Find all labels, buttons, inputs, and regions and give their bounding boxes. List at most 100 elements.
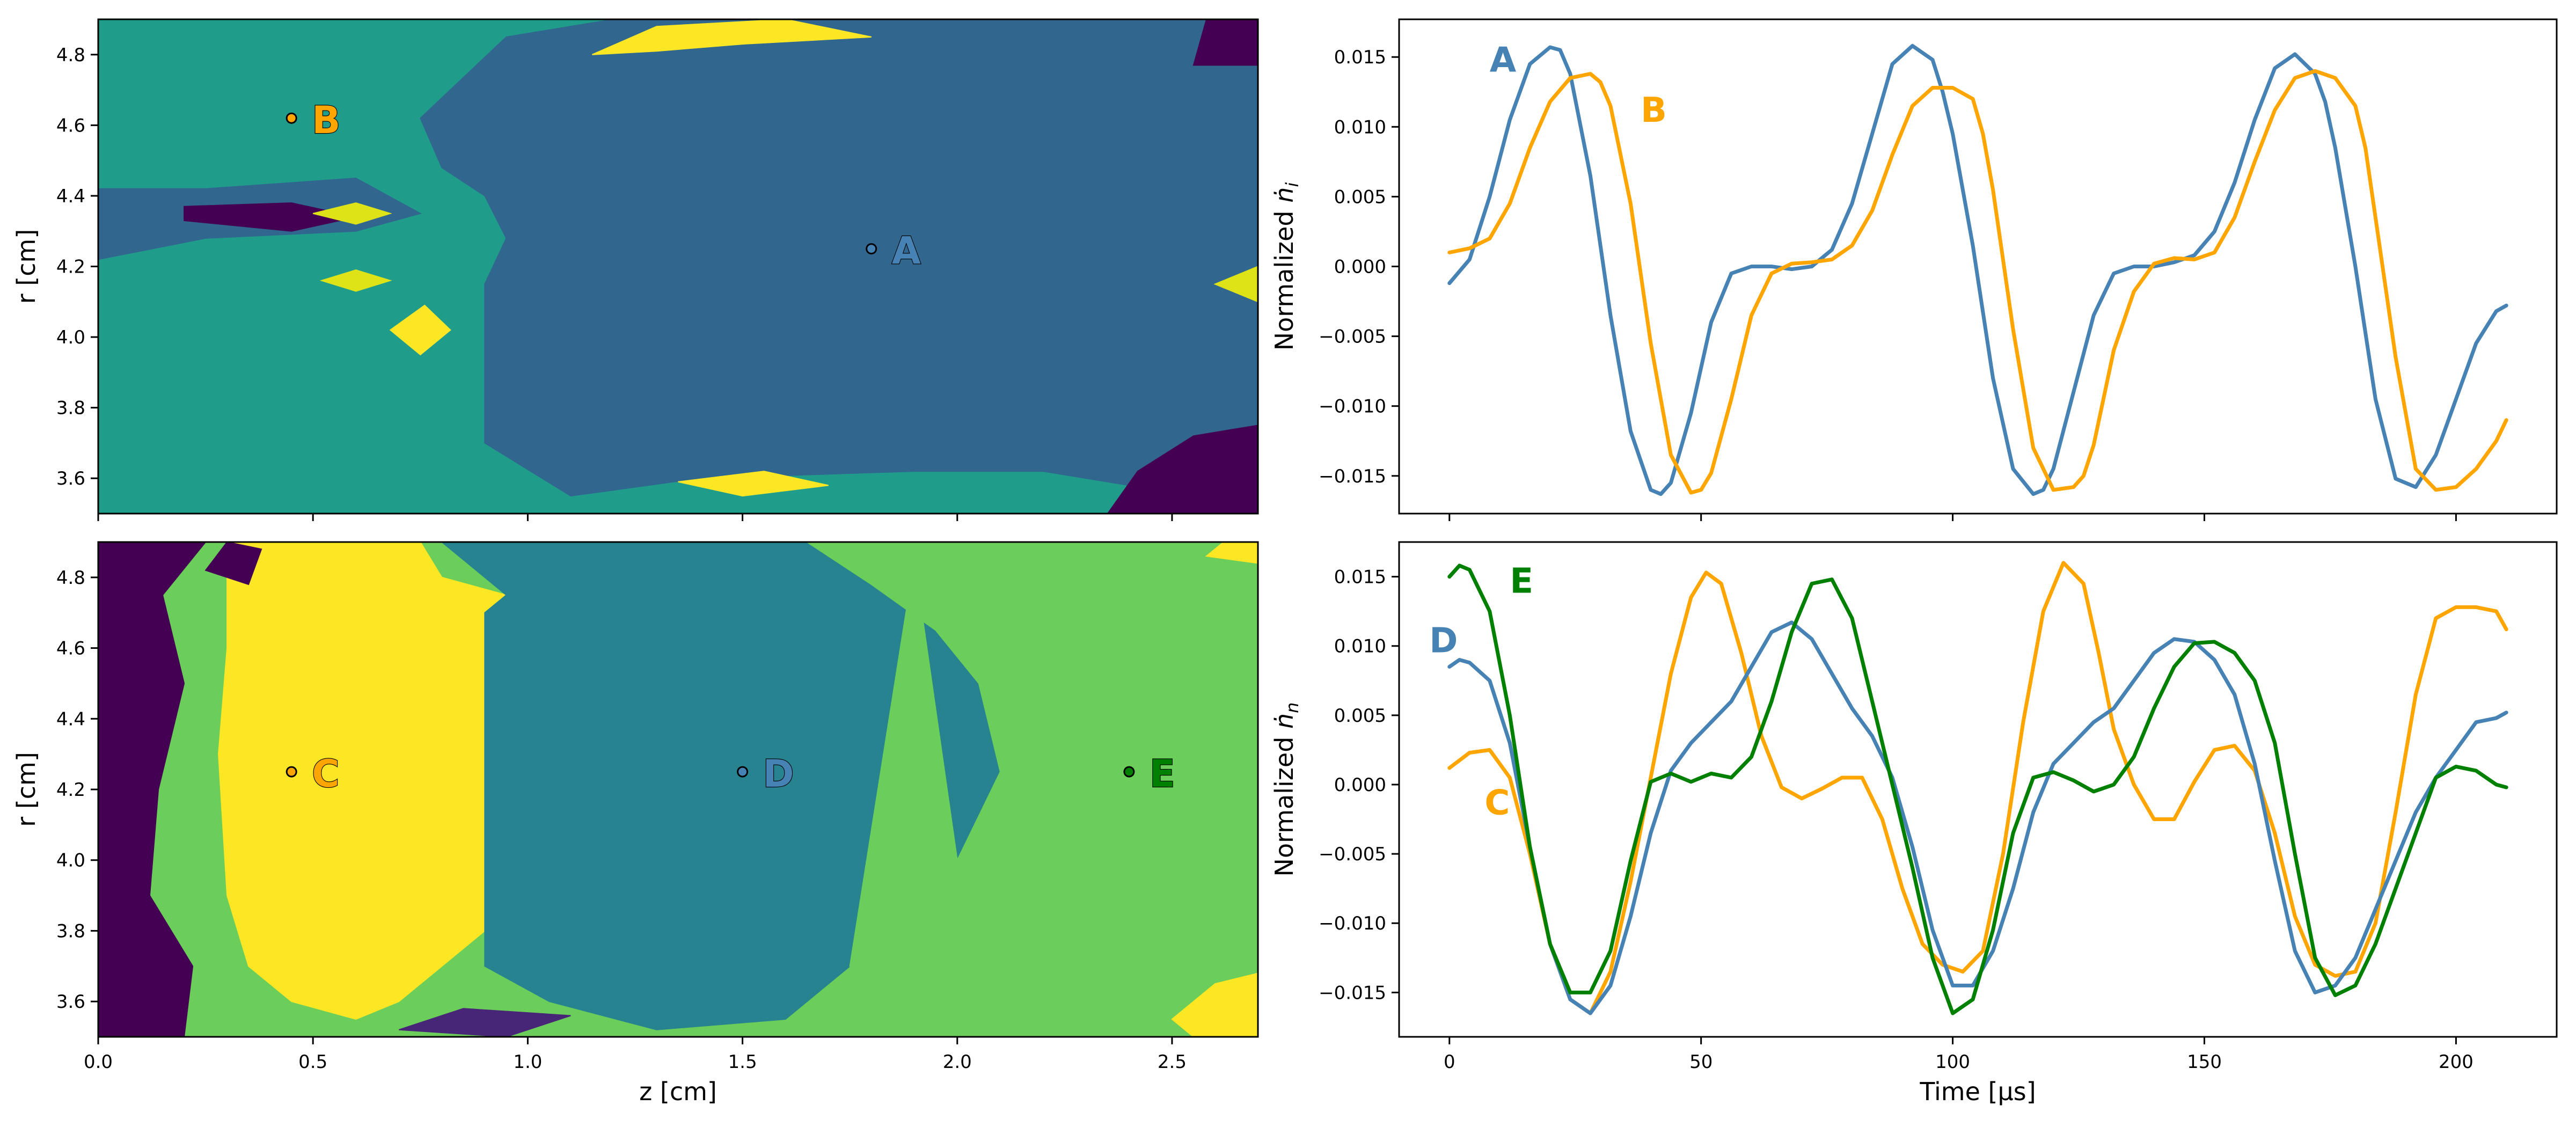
y-tick-label: 3.6 xyxy=(56,468,85,489)
x-axis-label: z [cm] xyxy=(639,1077,717,1106)
x-tick-label: 1.5 xyxy=(728,1051,757,1073)
y-axis-label: Normalized ṅn xyxy=(1270,702,1302,877)
y-tick-label: 4.4 xyxy=(56,186,85,207)
y-tick-label: 4.2 xyxy=(56,779,85,801)
y-tick-label: 0.000 xyxy=(1334,774,1386,796)
series-label-b: B xyxy=(1641,91,1667,130)
contour-region xyxy=(1205,542,1258,564)
series-label-c: C xyxy=(1484,784,1510,823)
y-axis-label-group: Normalized ṅn xyxy=(1270,702,1302,877)
probe-marker-e xyxy=(1123,766,1135,778)
y-axis-label-subscript: n xyxy=(1282,702,1302,713)
x-tick-label: 200 xyxy=(2439,1051,2473,1073)
plot-area xyxy=(98,19,1258,514)
contour-region xyxy=(420,19,1258,497)
y-tick-label: 0.005 xyxy=(1334,705,1386,727)
y-axis-label-subscript: i xyxy=(1282,182,1302,187)
contour-region xyxy=(591,19,872,55)
y-axis-label-group: r [cm] xyxy=(12,752,41,827)
series-line-e xyxy=(1447,564,2508,1015)
series-line-d xyxy=(1447,620,2508,1015)
y-tick-label: 4.2 xyxy=(56,257,85,278)
y-tick-label: −0.015 xyxy=(1319,982,1386,1004)
axes-frame xyxy=(1398,541,2558,1038)
contour-region xyxy=(806,542,1258,1037)
contour-region xyxy=(389,304,451,356)
probe-label-d: D xyxy=(763,752,794,796)
y-axis-label-group: r [cm] xyxy=(12,229,41,304)
probe-marker-c xyxy=(286,766,297,778)
y-tick-label: 4.4 xyxy=(56,708,85,730)
y-axis-label-text: Normalized xyxy=(1270,203,1299,350)
series-label-d: D xyxy=(1429,621,1458,661)
y-tick-label: 0.015 xyxy=(1334,567,1386,588)
y-tick-label: 3.8 xyxy=(56,920,85,942)
y-tick-label: 3.8 xyxy=(56,398,85,419)
probe-label-b: B xyxy=(312,98,340,142)
y-tick-label: 4.0 xyxy=(56,850,85,872)
plot-area xyxy=(98,542,1258,1037)
contour-region xyxy=(1107,425,1258,514)
y-axis-label-symbol: ṅ xyxy=(1270,187,1299,203)
x-tick-label: 100 xyxy=(1935,1051,1970,1073)
y-axis-label: Normalized ṅi xyxy=(1270,182,1302,351)
y-tick-label: 0.005 xyxy=(1334,186,1386,208)
series-label-a: A xyxy=(1490,40,1517,80)
contour-region xyxy=(98,542,207,1037)
y-tick-label: 0.000 xyxy=(1334,257,1386,278)
probe-marker-a xyxy=(866,243,877,255)
x-tick-label: 2.5 xyxy=(1158,1051,1187,1073)
probe-label-a: A xyxy=(892,229,921,273)
y-tick-label: 4.8 xyxy=(56,45,85,66)
contour-region xyxy=(184,202,356,232)
plot-area xyxy=(1447,561,2508,1015)
y-tick-label: 0.015 xyxy=(1334,47,1386,68)
y-tick-label: 3.6 xyxy=(56,991,85,1013)
y-tick-label: 4.8 xyxy=(56,567,85,589)
contour-region xyxy=(1213,266,1258,303)
y-axis-label-symbol: ṅ xyxy=(1270,713,1299,729)
y-tick-label: −0.010 xyxy=(1319,913,1386,934)
series-line-b xyxy=(1447,69,2508,495)
y-axis-label-text: Normalized xyxy=(1270,729,1299,876)
contour-region xyxy=(218,542,508,1020)
x-tick-label: 1.0 xyxy=(513,1051,542,1073)
x-tick-label: 2.0 xyxy=(943,1051,972,1073)
y-tick-label: 0.010 xyxy=(1334,636,1386,657)
y-axis-label: r [cm] xyxy=(12,752,41,827)
contour-region xyxy=(398,1008,571,1037)
y-tick-label: −0.005 xyxy=(1319,844,1386,865)
y-axis-label: r [cm] xyxy=(12,229,41,304)
y-tick-label: −0.015 xyxy=(1319,466,1386,487)
heatmap-bottom-left: C D E 0.0 0.5 1.0 1.5 2.0 2.5 3.6 3.8 4.0 4.2 4.4 4.6 4… xyxy=(12,541,1259,1106)
heatmap-top-left: A B 3.6 3.8 4.0 4.2 4.4 4.6 4.8 r [cm] xyxy=(12,18,1259,521)
contour-region xyxy=(312,202,392,225)
line-chart-bottom-right: C D E 0 50 100 150 200 −0.015 −0.010 −0.005 0.000 0.… xyxy=(1270,541,2558,1106)
line-chart-top-right: A B −0.015 −0.010 −0.005 0.000 0.005 0.010 0.015… xyxy=(1270,18,2558,521)
contour-region xyxy=(1171,972,1258,1037)
x-axis-label: Time [μs] xyxy=(1919,1077,2036,1106)
contour-region xyxy=(678,471,829,497)
x-tick-label: 150 xyxy=(2187,1051,2222,1073)
x-tick-label: 0.5 xyxy=(298,1051,327,1073)
y-tick-label: 4.6 xyxy=(56,638,85,660)
x-tick-label: 0.0 xyxy=(84,1051,113,1073)
y-axis-label-group: Normalized ṅi xyxy=(1270,182,1302,351)
probe-label-e: E xyxy=(1150,752,1175,796)
plot-area xyxy=(1447,43,2508,496)
contour-region xyxy=(204,542,262,586)
probe-label-c: C xyxy=(312,752,339,796)
y-tick-label: 4.0 xyxy=(56,327,85,348)
series-line-c xyxy=(1447,561,2508,1015)
series-label-e: E xyxy=(1510,561,1533,601)
y-tick-label: 0.010 xyxy=(1334,116,1386,138)
x-tick-label: 0 xyxy=(1444,1051,1455,1073)
series-line-a xyxy=(1447,43,2508,496)
contour-region xyxy=(1192,19,1258,66)
y-tick-label: −0.005 xyxy=(1319,326,1386,348)
probe-marker-b xyxy=(286,112,297,124)
y-tick-label: 4.6 xyxy=(56,115,85,136)
y-tick-label: −0.010 xyxy=(1319,396,1386,418)
x-tick-label: 50 xyxy=(1689,1051,1713,1073)
